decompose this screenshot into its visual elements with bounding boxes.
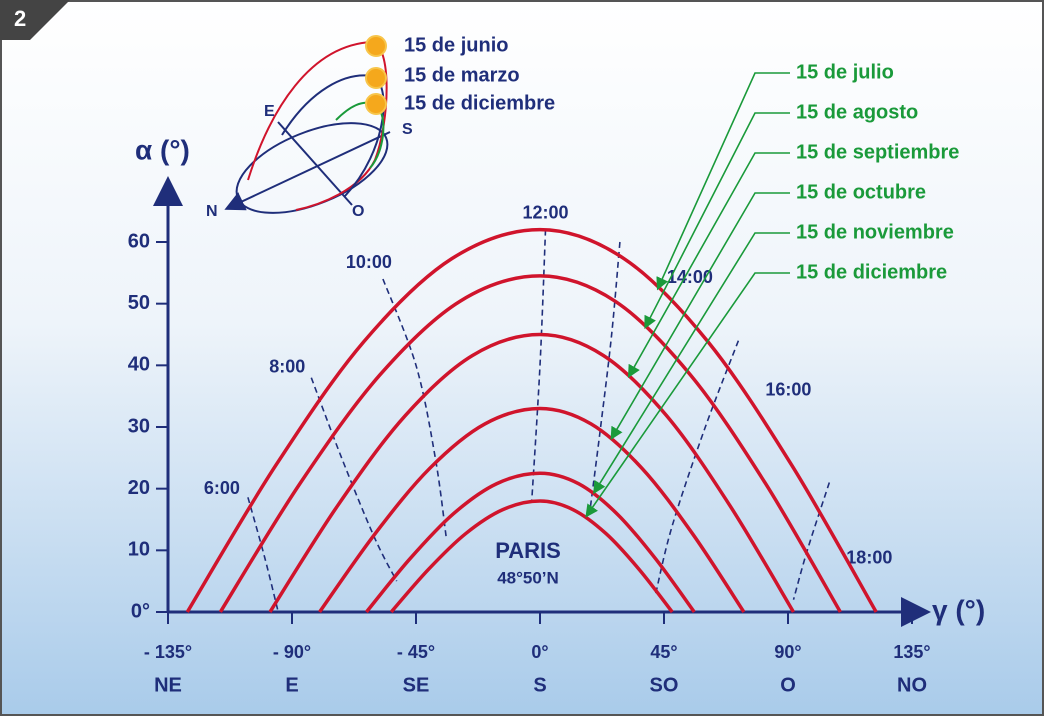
x-tick-label: - 90° (273, 642, 311, 662)
y-tick-label: 10 (128, 539, 150, 561)
inset-direction: S (402, 121, 413, 138)
legend-leader (656, 72, 790, 291)
legend-label: 15 de octubre (796, 181, 926, 203)
inset-date: 15 de diciembre (404, 92, 555, 114)
sun-path (218, 274, 842, 613)
x-direction: E (285, 674, 298, 696)
x-direction: NE (154, 674, 182, 696)
legend-label: 15 de agosto (796, 101, 918, 123)
hour-line (792, 482, 831, 600)
hour-label: 12:00 (522, 202, 568, 222)
y-tick-label: 0° (131, 600, 150, 622)
x-tick-label: - 45° (397, 642, 435, 662)
x-tick-label: 45° (650, 642, 677, 662)
x-tick-label: 90° (774, 642, 801, 662)
badge (0, 0, 70, 40)
x-direction: SO (650, 674, 679, 696)
inset-date: 15 de marzo (404, 64, 520, 86)
sun-path (318, 406, 746, 614)
inset-direction: O (352, 203, 364, 220)
inset-axis (277, 121, 353, 206)
hour-label: 18:00 (846, 547, 892, 567)
y-tick-label: 40 (128, 354, 150, 376)
inset-sun (365, 93, 387, 115)
legend-leader (610, 192, 790, 441)
y-tick-label: 60 (128, 230, 150, 252)
inset-axis (224, 131, 391, 211)
legend-leader (644, 112, 790, 329)
legend-leader (627, 152, 790, 379)
x-tick-label: 135° (893, 642, 930, 662)
legend-label: 15 de julio (796, 61, 894, 83)
sun-path (268, 332, 796, 613)
x-direction: NO (897, 674, 927, 696)
legend-leader (585, 272, 790, 518)
hour-line (530, 229, 547, 502)
x-direction: S (533, 674, 546, 696)
legend-label: 15 de diciembre (796, 261, 947, 283)
hour-line (588, 241, 621, 514)
y-tick-label: 50 (128, 292, 150, 314)
x-tick-label: - 135° (144, 642, 192, 662)
hour-label: 14:00 (667, 267, 713, 287)
hour-line (382, 278, 448, 539)
x-direction: SE (403, 674, 430, 696)
hour-label: 16:00 (765, 379, 811, 399)
inset-sun (365, 67, 387, 89)
hour-line (247, 497, 279, 613)
inset-direction: E (264, 103, 275, 120)
inset-date: 15 de junio (404, 34, 508, 56)
inset-direction: N (206, 203, 218, 220)
x-tick-label: 0° (531, 642, 548, 662)
hour-line (310, 377, 398, 582)
x-direction: O (780, 674, 796, 696)
y-tick-label: 30 (128, 415, 150, 437)
inset (224, 35, 391, 214)
legend-label: 15 de septiembre (796, 141, 959, 163)
inset-sun (365, 35, 387, 57)
y-tick-label: 20 (128, 477, 150, 499)
hour-line (654, 340, 740, 594)
hour-label: 6:00 (204, 478, 240, 498)
y-axis-label: α (°) (135, 134, 190, 165)
sun-path (185, 227, 878, 613)
legend-label: 15 de noviembre (796, 221, 954, 243)
x-axis-label: γ (°) (932, 594, 985, 625)
latitude: 48°50’N (497, 568, 559, 587)
sun-path (365, 471, 696, 614)
sun-path (389, 499, 674, 614)
place: PARIS (495, 538, 561, 563)
hour-label: 10:00 (346, 252, 392, 272)
inset-labels: 15 de junio 15 de marzo 15 de diciembre … (206, 34, 555, 220)
inset-path (247, 40, 388, 211)
hour-label: 8:00 (269, 356, 305, 376)
badge-number: 2 (14, 6, 26, 31)
legend-leader (593, 232, 790, 495)
